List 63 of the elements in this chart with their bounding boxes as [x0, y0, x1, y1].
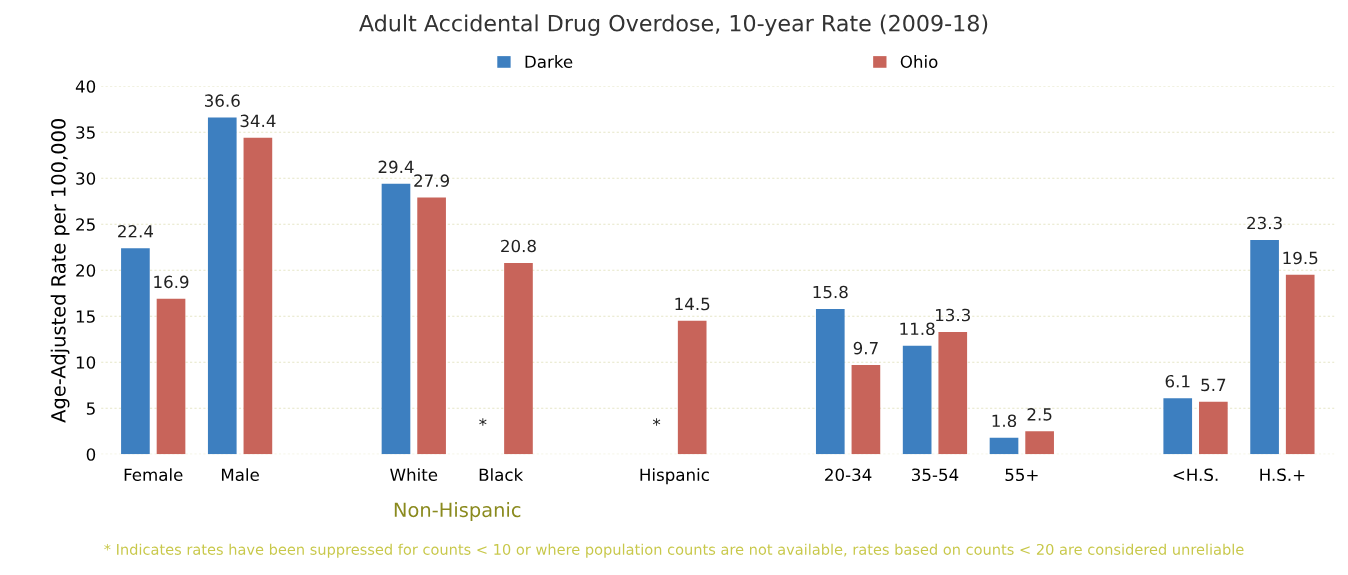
chart-title: Adult Accidental Drug Overdose, 10-year Rate (2009-18) [359, 14, 988, 36]
bar [504, 262, 533, 455]
bar [417, 197, 446, 455]
data-label: 22.4 [118, 224, 154, 238]
data-label: 13.3 [936, 308, 970, 322]
bar [1250, 239, 1279, 455]
bar [1025, 431, 1054, 455]
x-tick-label: Female [124, 468, 183, 482]
x-tick-label: Male [221, 468, 259, 482]
bar [677, 320, 707, 455]
bar [902, 345, 932, 455]
y-tick-label: 5 [86, 402, 95, 415]
y-tick-label: 15 [76, 310, 95, 323]
y-tick-label: 35 [76, 126, 95, 139]
y-tick-label: 40 [75, 80, 96, 93]
y-tick-label: 0 [86, 448, 96, 461]
data-label: 27.9 [414, 174, 449, 187]
bar [1199, 401, 1228, 455]
data-label: 1.8 [992, 414, 1017, 428]
bar [381, 183, 411, 455]
data-label: 11.8 [900, 322, 935, 336]
data-label: 9.7 [853, 341, 878, 355]
data-label: 19.5 [1283, 251, 1318, 265]
y-tick-label: 20 [76, 264, 96, 277]
x-tick-label: 55+ [1005, 468, 1038, 482]
x-tick-label: White [390, 468, 438, 482]
x-tick-label: Hispanic [640, 468, 709, 485]
bar [121, 248, 150, 455]
data-label: 6.1 [1165, 374, 1190, 388]
bar [156, 298, 186, 455]
x-tick-label: 35-54 [912, 468, 959, 482]
data-label: 15.8 [813, 285, 848, 299]
y-tick-label: 10 [76, 356, 96, 369]
x-tick-label: 20-34 [825, 468, 872, 482]
bar [207, 117, 237, 455]
text: * [652, 418, 661, 426]
data-label: 20.8 [501, 239, 536, 253]
y-axis-title: Age-Adjusted Rate per 100,000 [50, 118, 70, 423]
bar [938, 331, 968, 455]
data-label: 2.5 [1027, 408, 1052, 421]
y-tick-label: 30 [76, 172, 96, 185]
data-label: 16.9 [154, 275, 189, 289]
data-label: 29.4 [378, 160, 414, 174]
bar [815, 308, 845, 455]
y-tick-label: 25 [76, 218, 95, 231]
text: Non-Hispanic [394, 502, 521, 521]
data-label: 36.6 [204, 94, 240, 107]
bar [851, 365, 881, 455]
data-label: 34.4 [240, 114, 276, 128]
data-label: 5.7 [1201, 378, 1226, 392]
legend-label: Darke [525, 55, 573, 69]
text: * Indicates rates have been suppressed for counts < 10 or where population counts are not available, rates based on counts < 20 are considered unreliable [104, 543, 1244, 558]
x-tick-label: Black [479, 468, 524, 482]
x-tick-label: H.S.+ [1260, 468, 1305, 482]
text: * [479, 418, 487, 426]
x-tick-label: <H.S. [1173, 468, 1218, 482]
data-label: 14.5 [675, 297, 710, 311]
bar [989, 437, 1019, 455]
legend-label: Ohio [900, 55, 938, 69]
bar [1285, 274, 1315, 455]
bar [243, 137, 273, 455]
data-label: 23.3 [1247, 216, 1282, 230]
bar [1163, 398, 1193, 455]
